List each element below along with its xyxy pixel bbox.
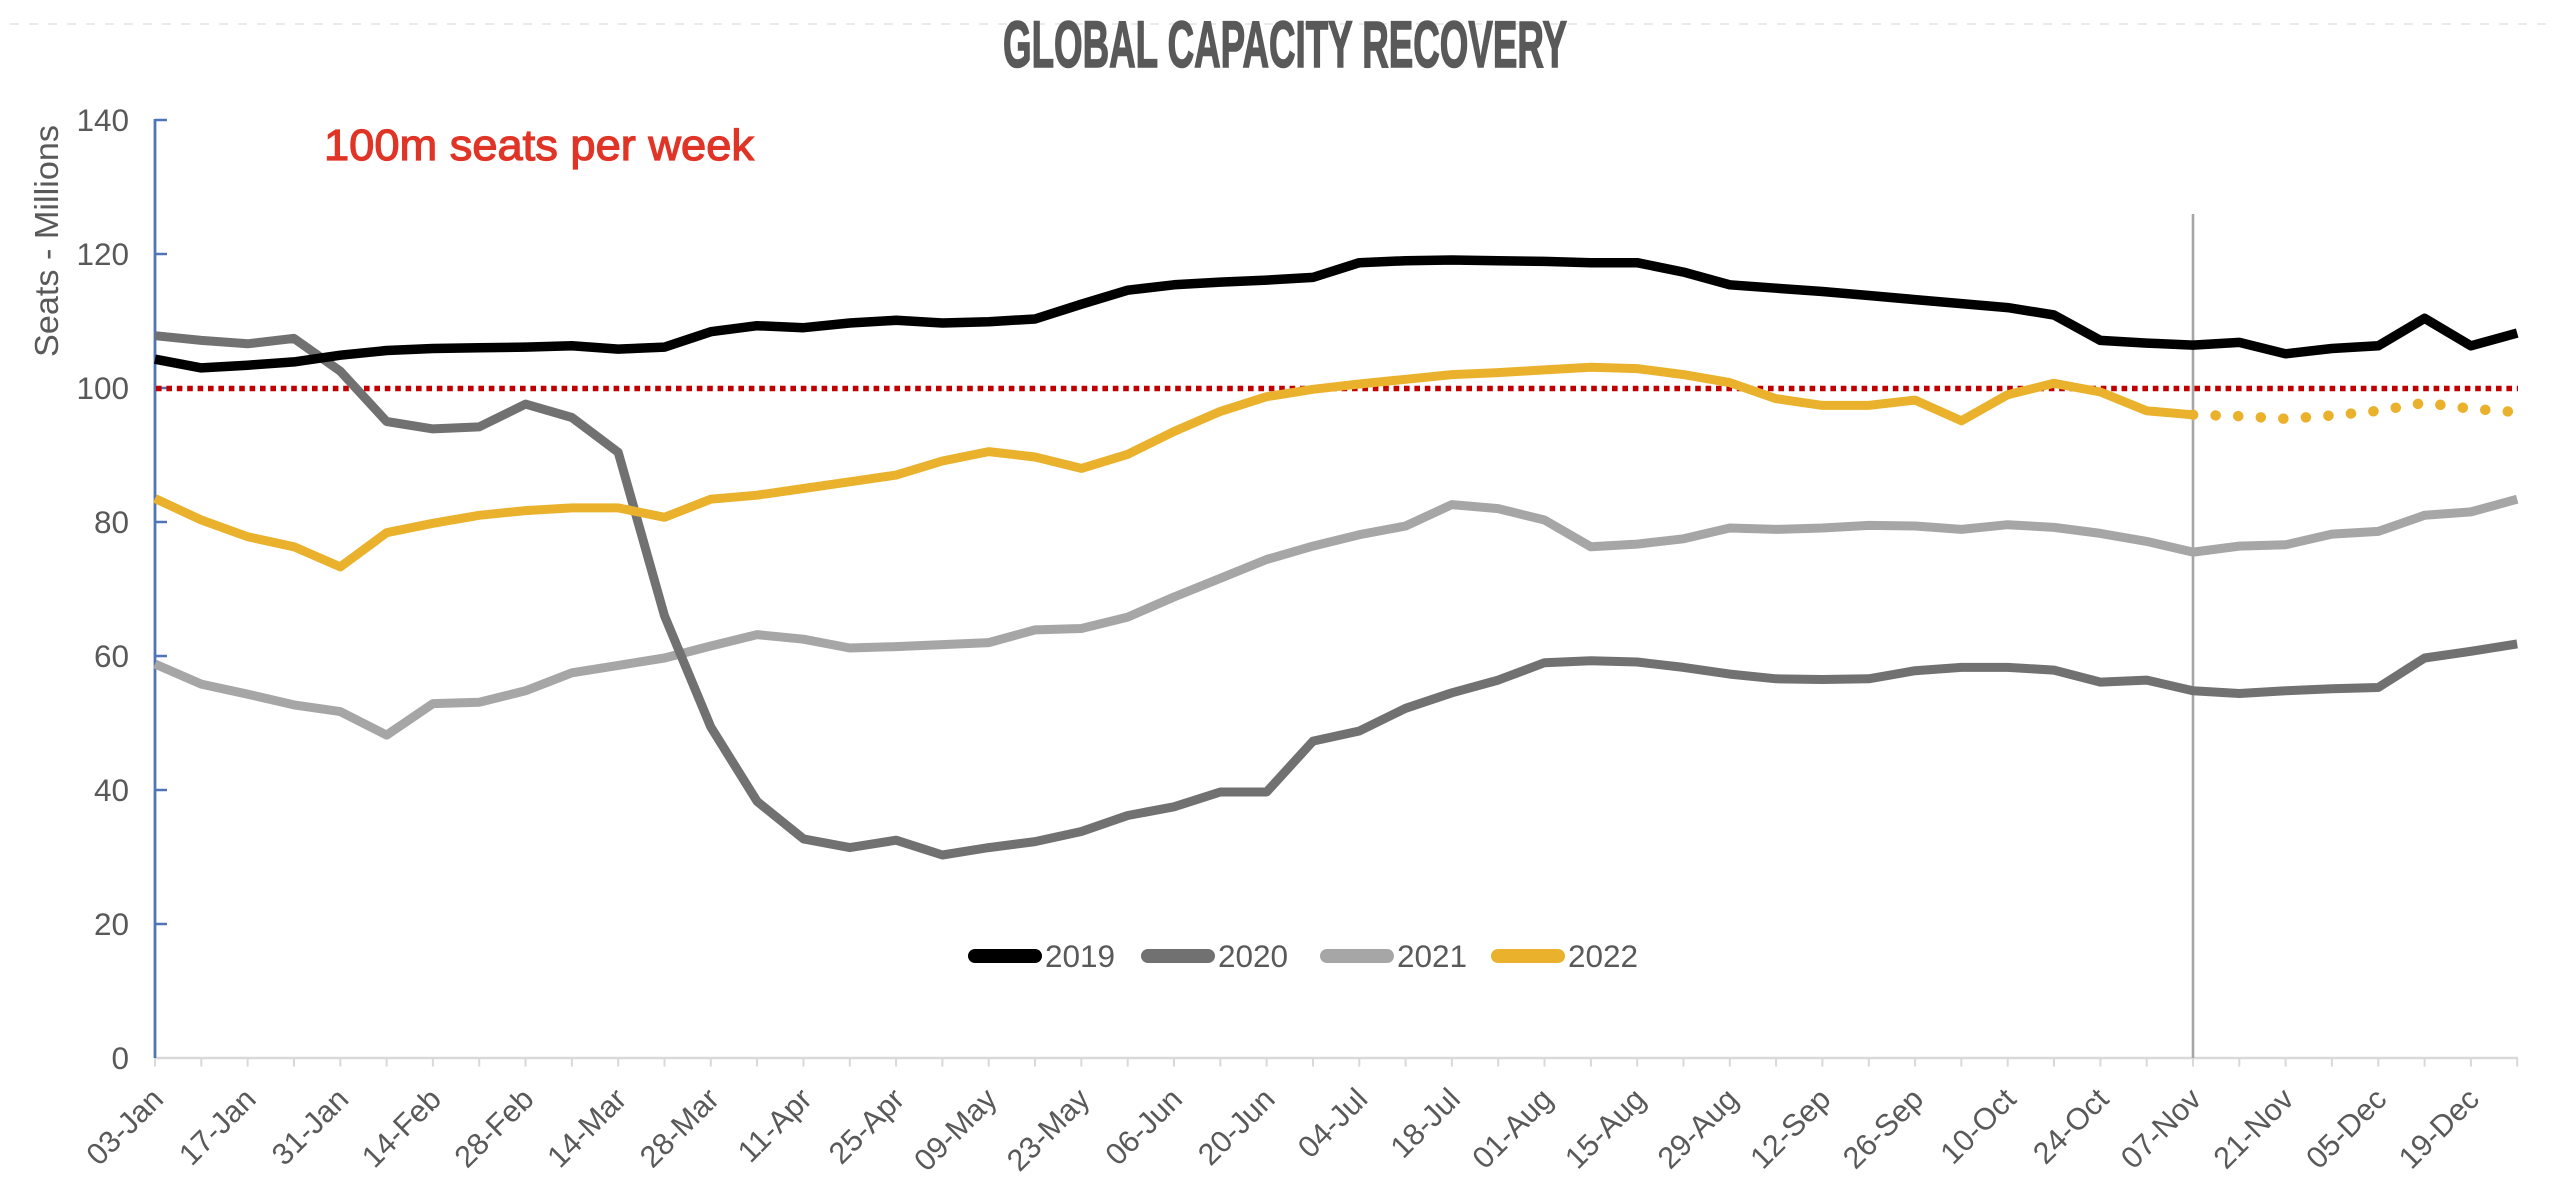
svg-text:120: 120	[76, 236, 129, 272]
svg-text:20: 20	[94, 906, 129, 942]
svg-text:40: 40	[94, 772, 129, 808]
svg-text:140: 140	[76, 102, 129, 138]
svg-text:100m seats per week: 100m seats per week	[324, 121, 755, 170]
svg-text:60: 60	[94, 638, 129, 674]
svg-text:2019: 2019	[1045, 938, 1115, 974]
svg-text:GLOBAL CAPACITY RECOVERY: GLOBAL CAPACITY RECOVERY	[1003, 7, 1567, 81]
svg-text:2021: 2021	[1397, 938, 1467, 974]
svg-text:100: 100	[76, 370, 129, 406]
svg-text:2022: 2022	[1568, 938, 1638, 974]
svg-text:Seats - Millions: Seats - Millions	[29, 125, 66, 357]
svg-text:0: 0	[111, 1040, 129, 1076]
svg-text:2020: 2020	[1218, 938, 1288, 974]
svg-text:80: 80	[94, 504, 129, 540]
